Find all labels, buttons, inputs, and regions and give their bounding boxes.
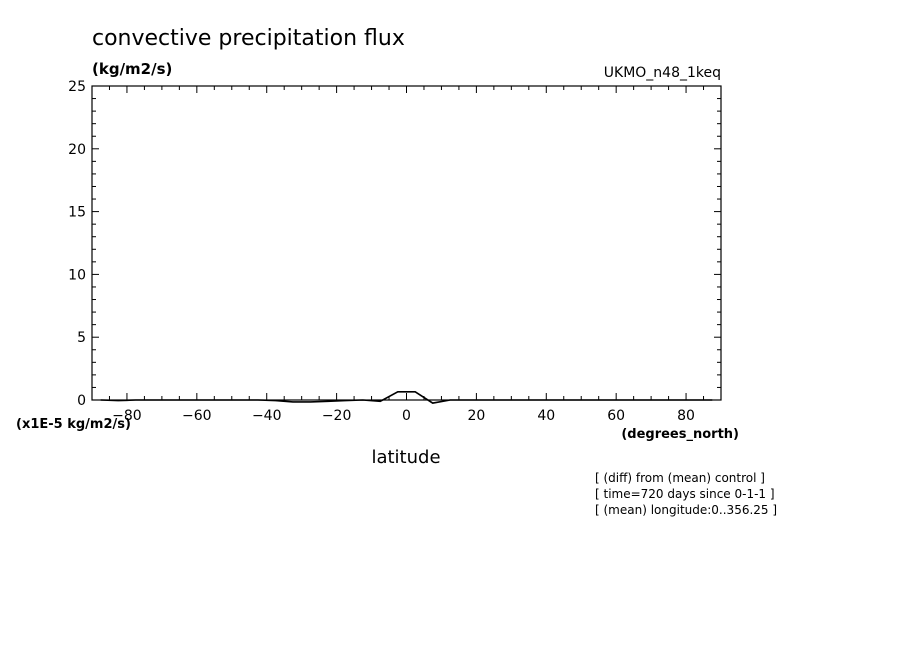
y-tick-label: 20 [68,142,86,158]
x-units-label: (degrees_north) [621,427,739,442]
y-tick-label: 5 [77,330,86,346]
model-label: UKMO_n48_1keq [604,65,721,81]
x-tick-label: −60 [182,408,212,424]
scale-label: (x1E-5 kg/m2/s) [16,417,131,432]
x-tick-label: 20 [467,408,485,424]
units-label: (kg/m2/s) [92,60,172,78]
x-tick-label: 40 [537,408,555,424]
x-tick-label: −40 [252,408,282,424]
note-time: [ time=720 days since 0-1-1 ] [595,487,775,501]
y-tick-label: 15 [68,205,86,221]
x-axis-ticks: −80 −60 −40 −20 0 20 40 60 80 [91,86,722,424]
x-tick-label: 60 [607,408,625,424]
note-diff: [ (diff) from (mean) control ] [595,471,765,485]
series-line [100,391,713,404]
x-tick-label: 0 [402,408,411,424]
note-longitude: [ (mean) longitude:0..356.25 ] [595,503,777,517]
x-tick-label: 80 [677,408,695,424]
y-tick-label: 0 [77,393,86,409]
y-axis-ticks: 0 5 10 15 20 25 [68,79,721,409]
x-tick-label: −80 [112,408,142,424]
x-axis-label: latitude [371,447,440,468]
y-tick-label: 10 [68,267,86,283]
y-tick-label: 25 [68,79,86,95]
x-tick-label: −20 [322,408,352,424]
chart-title: convective precipitation flux [92,26,405,51]
plot-frame [91,85,722,401]
